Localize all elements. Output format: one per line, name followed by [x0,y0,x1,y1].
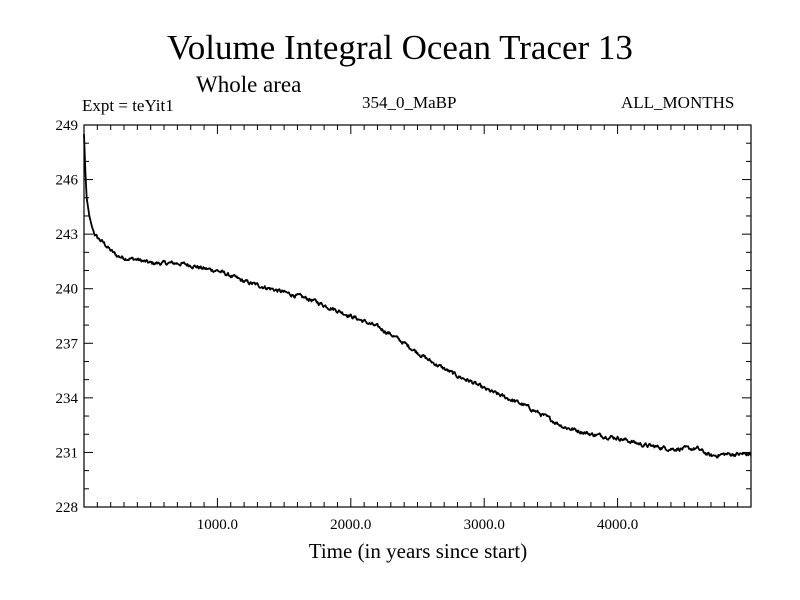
x-tick-label: 1000.0 [197,517,238,533]
y-tick-label: 237 [56,336,79,352]
x-axis-label: Time (in years since start) [309,539,528,563]
plot-frame [83,124,752,508]
season-label: ALL_MONTHS [621,93,735,112]
y-tick-label: 243 [56,227,79,243]
chart-title: Volume Integral Ocean Tracer 13 [167,28,633,67]
y-tick-label: 246 [56,173,79,189]
run-label: 354_0_MaBP [362,93,457,112]
experiment-label: Expt = teYit1 [82,96,174,115]
series-line [83,134,752,459]
x-tick-label: 4000.0 [597,517,638,533]
y-tick-label: 240 [56,282,79,298]
y-tick-label: 228 [56,500,79,516]
ticks-layer: 228 231 234 237 240 243 246 249 1000.0 2000.0 3000… [56,118,751,533]
chart-subtitle: Whole area [196,72,302,97]
y-tick-label: 249 [56,118,79,134]
x-tick-label: 2000.0 [330,517,371,533]
y-tick-label: 231 [56,445,79,461]
x-tick-label: 3000.0 [464,517,505,533]
series-layer [83,134,752,459]
y-tick-label: 234 [56,391,79,407]
